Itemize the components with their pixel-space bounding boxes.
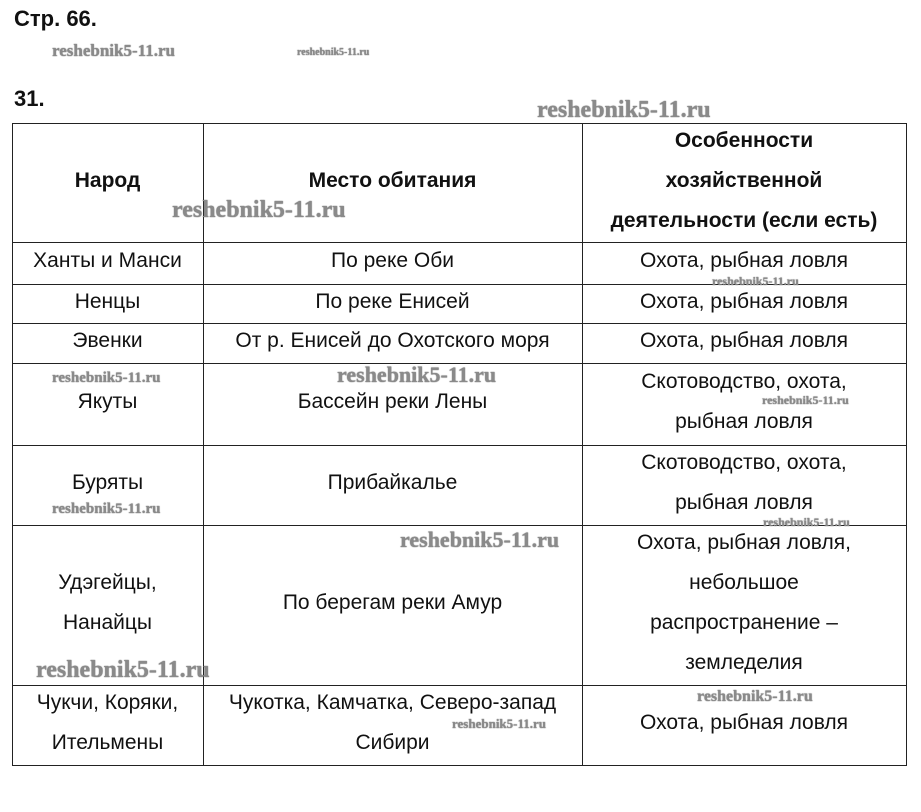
header-cell: Особенности хозяйственной деятельности (ес…: [582, 123, 906, 242]
header-cell: Место обитания: [203, 123, 582, 242]
table-cell: Буряты: [12, 445, 203, 525]
column-border: [582, 123, 583, 766]
row-border: [12, 685, 907, 686]
cell-text: Ительмены: [51, 731, 164, 754]
watermark: reshebnik5-11.ru: [36, 657, 210, 683]
table-cell: Скотоводство, охота, рыбная ловля: [582, 363, 906, 445]
cell-text: земледелия: [685, 651, 803, 674]
cell-text: Удэгейцы,: [58, 571, 157, 594]
column-border: [906, 123, 907, 766]
cell-text: Ненцы: [74, 289, 141, 313]
task-number: 31.: [14, 86, 45, 111]
cell-text: Бассейн реки Лены: [297, 390, 488, 413]
watermark: reshebnik5-11.ru: [712, 274, 799, 288]
watermark: reshebnik5-11.ru: [400, 527, 560, 552]
cell-text: По берегам реки Амур: [282, 591, 503, 614]
row-border: [12, 525, 907, 526]
cell-text: Место обитания: [308, 168, 477, 192]
table-cell: Скотоводство, охота, рыбная ловля: [582, 445, 906, 525]
watermark: reshebnik5-11.ru: [52, 500, 161, 517]
cell-text: Буряты: [71, 471, 144, 494]
cell-text: По реке Енисей: [315, 289, 470, 313]
row-border: [12, 284, 907, 285]
cell-text: рыбная ловля: [675, 410, 813, 433]
watermark: reshebnik5-11.ru: [297, 47, 370, 58]
table-cell: От р. Енисей до Охотского моря: [203, 323, 582, 363]
cell-text: деятельности (если есть): [610, 208, 878, 232]
row-border: [12, 445, 907, 446]
table-cell: Эвенки: [12, 323, 203, 363]
row-border: [12, 123, 907, 124]
watermark: reshebnik5-11.ru: [52, 40, 175, 60]
cell-text: Особенности: [674, 128, 814, 152]
cell-text: Охота, рыбная ловля,: [637, 531, 851, 554]
cell-text: Эвенки: [72, 329, 143, 352]
table-cell: Чукотка, Камчатка, Северо-запад Сибири: [203, 685, 582, 765]
cell-text: Чукотка, Камчатка, Северо-запад: [228, 691, 557, 714]
cell-text: рыбная ловля: [675, 491, 813, 514]
cell-text: хозяйственной: [665, 168, 823, 192]
watermark: reshebnik5-11.ru: [452, 715, 547, 731]
row-border: [12, 242, 907, 243]
table-cell: Чукчи, Коряки, Ительмены: [12, 685, 203, 765]
cell-text: Охота, рыбная ловля: [639, 711, 849, 734]
table-cell: По реке Оби: [203, 242, 582, 284]
cell-text: небольшое: [689, 571, 799, 594]
cell-text: Охота, рыбная ловля: [639, 249, 849, 272]
table-cell: Охота, рыбная ловля: [582, 284, 906, 323]
cell-text: распространение –: [650, 611, 838, 634]
table-cell: Удэгейцы, Нанайцы: [12, 525, 203, 685]
watermark: reshebnik5-11.ru: [537, 97, 711, 123]
watermark: reshebnik5-11.ru: [697, 688, 813, 705]
cell-text: Охота, рыбная ловля: [639, 329, 849, 352]
page-label: Стр. 66.: [14, 6, 97, 31]
cell-text: Скотоводство, охота,: [641, 451, 847, 474]
row-border: [12, 363, 907, 364]
cell-text: Охота, рыбная ловля: [639, 289, 849, 313]
table-cell: Бассейн реки Лены: [203, 363, 582, 445]
header-cell: Народ: [12, 123, 203, 242]
cell-text: Нанайцы: [63, 611, 152, 634]
cell-text: Чукчи, Коряки,: [36, 691, 179, 714]
watermark: reshebnik5-11.ru: [763, 515, 850, 529]
table-cell: По реке Енисей: [203, 284, 582, 323]
table-cell: Якуты: [12, 363, 203, 445]
table-cell: Ненцы: [12, 284, 203, 323]
cell-text: Скотоводство, охота,: [641, 370, 847, 393]
cell-text: От р. Енисей до Охотского моря: [235, 329, 550, 352]
cell-text: По реке Оби: [331, 249, 454, 272]
cell-text: Ханты и Манси: [33, 249, 182, 272]
watermark: reshebnik5-11.ru: [52, 369, 161, 386]
watermark: reshebnik5-11.ru: [172, 197, 346, 223]
watermark: reshebnik5-11.ru: [762, 393, 849, 407]
cell-text: Народ: [74, 168, 141, 192]
table-cell: Охота, рыбная ловля: [582, 685, 906, 765]
table-cell: Ханты и Манси: [12, 242, 203, 284]
table-cell: Охота, рыбная ловля: [582, 323, 906, 363]
watermark: reshebnik5-11.ru: [337, 362, 497, 387]
table-cell: Прибайкалье: [203, 445, 582, 525]
row-border: [12, 323, 907, 324]
table-cell: Охота, рыбная ловля: [582, 242, 906, 284]
cell-text: Якуты: [77, 390, 138, 413]
cell-text: Прибайкалье: [327, 471, 458, 494]
column-border: [203, 123, 204, 766]
table-cell: Охота, рыбная ловля, небольшое распростран…: [582, 525, 906, 685]
table-cell: По берегам реки Амур: [203, 525, 582, 685]
row-border: [12, 765, 907, 766]
column-border: [12, 123, 13, 766]
cell-text: Сибири: [355, 731, 430, 754]
